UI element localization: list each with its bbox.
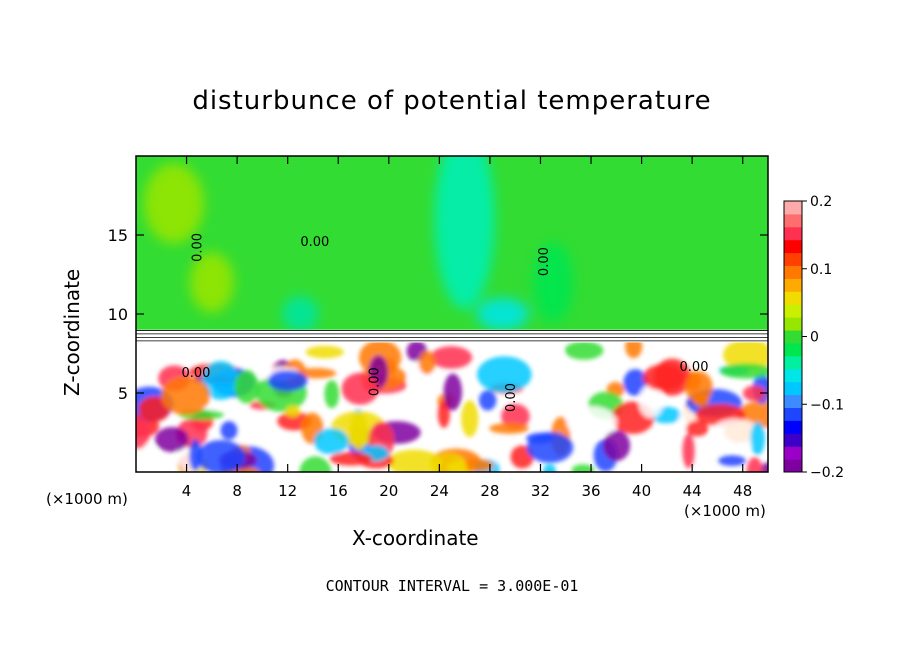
x-tick-label: 12 xyxy=(278,482,297,500)
y-axis-label: Z-coordinate xyxy=(60,268,84,396)
colorbar-segment xyxy=(784,291,802,305)
colorbar-segment xyxy=(784,265,802,279)
x-tick-label: 8 xyxy=(232,482,242,500)
contour-label: 0.00 xyxy=(504,383,519,412)
x-tick-label: 20 xyxy=(379,482,398,500)
colorbar-segment xyxy=(784,201,802,215)
colorbar-segment xyxy=(784,394,802,408)
colorbar-segment xyxy=(784,330,802,344)
colorbar-segment xyxy=(784,317,802,331)
lower-layer xyxy=(136,335,768,472)
y-tick-label: 15 xyxy=(108,226,128,245)
x-tick-label: 28 xyxy=(480,482,499,500)
upper-layer xyxy=(136,156,768,332)
x-tick-label: 24 xyxy=(430,482,449,500)
colorbar-segment xyxy=(784,226,802,241)
colorbar-segment xyxy=(784,342,802,357)
x-tick-label: 32 xyxy=(531,482,550,500)
colorbar-segment xyxy=(784,239,802,254)
colorbar-segment xyxy=(784,381,802,396)
colorbar-tick-label: 0 xyxy=(810,330,819,346)
colorbar-segment xyxy=(784,355,802,370)
x-axis-ticks: 4 8 12 16 20 24 28 32 36 40 44 48 xyxy=(182,156,752,500)
colorbar-segment xyxy=(784,459,802,473)
contour-label: 0.00 xyxy=(680,360,709,375)
colorbar-tick-label: −0.2 xyxy=(810,465,844,481)
contour-label: 0.00 xyxy=(300,235,329,250)
transition-band xyxy=(136,329,768,343)
y-axis-ticks: 5 10 15 xyxy=(108,226,768,403)
x-tick-label: 16 xyxy=(329,482,348,500)
colorbar-segment xyxy=(784,304,802,318)
y-tick-label: 10 xyxy=(108,305,128,324)
x-tick-label: 48 xyxy=(733,482,752,500)
x-tick-label: 36 xyxy=(581,482,600,500)
colorbar-segment xyxy=(784,252,802,267)
contour-label: 0.00 xyxy=(182,366,211,381)
chart-title: disturbunce of potential temperature xyxy=(192,86,712,116)
y-tick-label: 5 xyxy=(118,384,128,403)
colorbar: 0.2 0.1 0 −0.1 −0.2 xyxy=(783,194,844,481)
contour-interval-note: CONTOUR INTERVAL = 3.000E-01 xyxy=(325,577,579,595)
x-tick-label: 4 xyxy=(182,482,192,500)
colorbar-tick-label: 0.1 xyxy=(810,262,832,278)
x-unit-right: (×1000 m) xyxy=(684,502,766,520)
colorbar-segment xyxy=(784,420,802,434)
contour-label: 0.00 xyxy=(191,233,206,262)
colorbar-segment xyxy=(784,446,802,460)
colorbar-tick-label: −0.1 xyxy=(810,397,844,413)
x-axis-label: X-coordinate xyxy=(352,526,479,550)
contour-label: 0.00 xyxy=(368,367,383,396)
x-tick-label: 44 xyxy=(683,482,702,500)
x-unit-left: (×1000 m) xyxy=(46,490,128,508)
colorbar-tick-label: 0.2 xyxy=(810,194,832,210)
contour-labels: 0.00 0.00 0.00 0.00 0.00 0.00 0.00 xyxy=(182,233,709,412)
colorbar-segment xyxy=(784,213,802,228)
colorbar-segment xyxy=(784,278,802,292)
contour-label: 0.00 xyxy=(537,247,552,276)
colorbar-segment xyxy=(784,407,802,421)
heatmap-field: 0.00 0.00 0.00 0.00 0.00 0.00 0.00 xyxy=(136,156,768,472)
x-tick-label: 40 xyxy=(632,482,651,500)
colorbar-segment xyxy=(784,368,802,383)
colorbar-segment xyxy=(784,433,802,447)
